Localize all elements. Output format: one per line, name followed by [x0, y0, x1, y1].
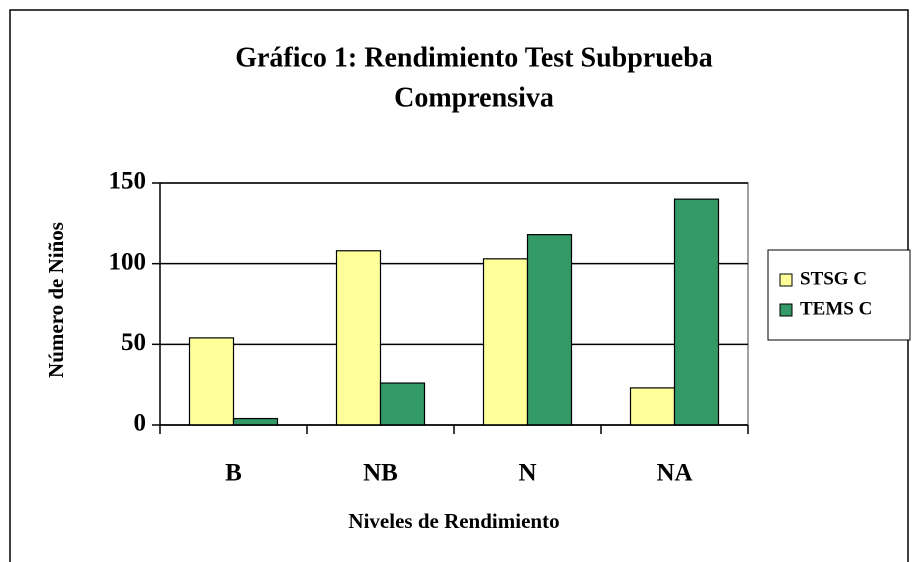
- bar: [673, 198, 720, 426]
- legend-swatch: [779, 273, 793, 287]
- x-tick-label: B: [225, 460, 242, 487]
- legend-box: [767, 249, 911, 341]
- y-tick-label: 50: [121, 329, 146, 356]
- y-axis-label: Número de Niños: [44, 222, 68, 378]
- legend-swatch: [779, 303, 793, 317]
- legend-label: STSG C: [800, 268, 867, 289]
- y-tick-label: 0: [134, 410, 147, 437]
- bar: [482, 258, 529, 426]
- bar: [335, 250, 382, 426]
- x-tick-label: NA: [656, 460, 692, 487]
- x-tick-label: N: [518, 460, 536, 487]
- chart-title: Comprensiva: [394, 82, 554, 113]
- bar: [379, 382, 426, 426]
- chart-title: Gráfico 1: Rendimiento Test Subprueba: [235, 42, 713, 73]
- bar: [188, 337, 235, 426]
- y-tick-label: 100: [109, 248, 147, 275]
- x-tick-label: NB: [363, 460, 398, 487]
- bar: [526, 234, 573, 426]
- bar: [629, 387, 676, 426]
- bar: [232, 417, 279, 426]
- y-tick-label: 150: [109, 168, 147, 195]
- x-axis-label: Niveles de Rendimiento: [348, 509, 559, 533]
- legend-label: TEMS C: [800, 298, 872, 319]
